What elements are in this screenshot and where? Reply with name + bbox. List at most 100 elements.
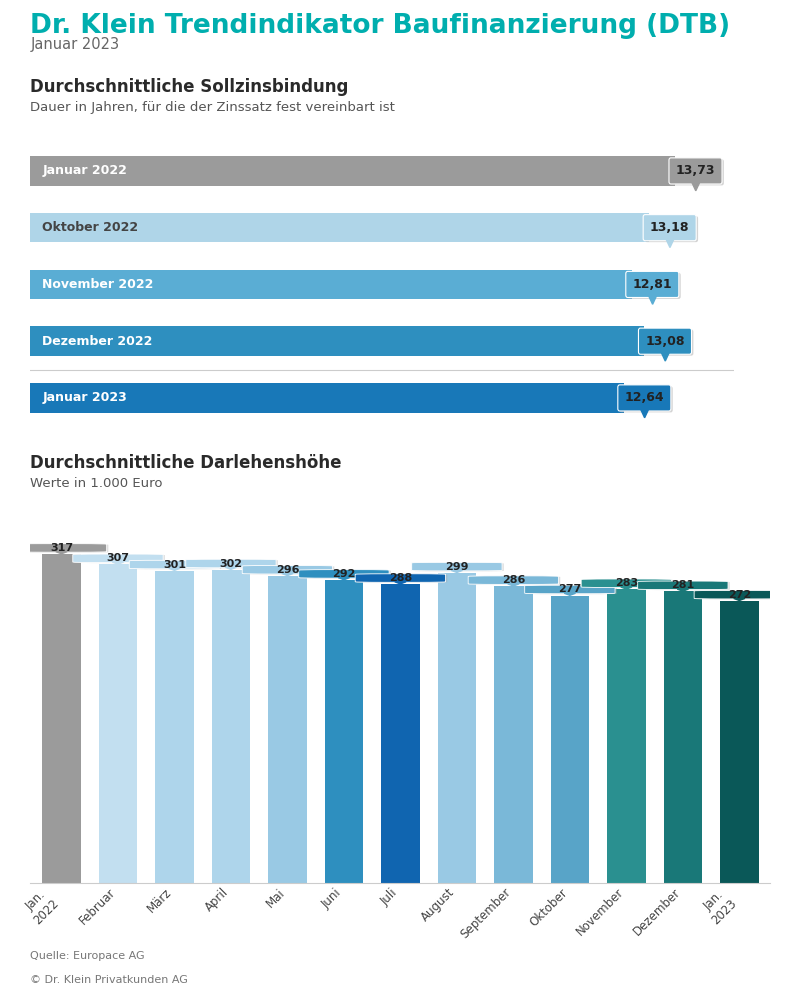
FancyBboxPatch shape [525,585,615,594]
Text: 307: 307 [106,553,130,563]
Text: Januar 2022: Januar 2022 [42,165,127,178]
Bar [550,596,589,883]
Bar [381,584,420,883]
Polygon shape [451,571,462,573]
FancyBboxPatch shape [412,562,502,571]
FancyBboxPatch shape [639,582,730,590]
Text: 288: 288 [389,573,412,583]
Text: Quelle: Europace AG: Quelle: Europace AG [30,951,145,961]
Text: Dauer in Jahren, für die der Zinssatz fest vereinbart ist: Dauer in Jahren, für die der Zinssatz fe… [30,101,395,114]
FancyBboxPatch shape [414,563,504,572]
FancyBboxPatch shape [638,581,728,590]
Bar [494,586,533,883]
Polygon shape [56,552,67,554]
FancyBboxPatch shape [669,158,722,184]
Polygon shape [648,295,657,304]
FancyBboxPatch shape [187,560,278,568]
Text: Durchschnittliche Darlehenshöhe: Durchschnittliche Darlehenshöhe [30,454,342,472]
FancyBboxPatch shape [696,591,786,600]
Text: 13,08: 13,08 [646,334,685,347]
FancyBboxPatch shape [73,554,163,563]
FancyBboxPatch shape [645,216,698,243]
Text: 13,18: 13,18 [650,222,690,235]
Text: 12,81: 12,81 [633,277,672,291]
Bar [212,570,250,883]
Text: 286: 286 [502,575,525,585]
Polygon shape [734,599,745,601]
FancyBboxPatch shape [671,160,724,186]
Text: Dezember 2022: Dezember 2022 [42,334,153,347]
Polygon shape [394,582,406,584]
Bar [268,576,306,883]
Bar [438,573,476,883]
FancyBboxPatch shape [626,271,679,297]
FancyBboxPatch shape [357,574,447,583]
Polygon shape [661,352,670,361]
Text: 299: 299 [445,562,469,572]
FancyBboxPatch shape [643,215,696,241]
FancyBboxPatch shape [18,544,108,553]
FancyBboxPatch shape [618,385,671,411]
FancyBboxPatch shape [694,591,785,599]
Bar [720,601,758,883]
Bar [607,590,646,883]
Text: 277: 277 [558,585,582,595]
Polygon shape [282,574,293,576]
Bar [30,326,644,356]
Text: Oktober 2022: Oktober 2022 [42,222,138,235]
FancyBboxPatch shape [526,586,617,594]
Text: 302: 302 [219,559,242,569]
Text: November 2022: November 2022 [42,277,154,291]
FancyBboxPatch shape [298,570,389,578]
Bar [325,580,363,883]
FancyBboxPatch shape [468,576,558,585]
Polygon shape [338,578,350,580]
FancyBboxPatch shape [581,579,671,588]
FancyBboxPatch shape [620,386,673,412]
FancyBboxPatch shape [74,555,165,563]
Bar [42,554,81,883]
Bar [30,213,649,243]
Bar [664,592,702,883]
Text: Werte in 1.000 Euro: Werte in 1.000 Euro [30,477,163,490]
FancyBboxPatch shape [470,577,560,585]
FancyBboxPatch shape [640,329,694,355]
Bar [30,269,632,299]
FancyBboxPatch shape [583,580,674,588]
FancyBboxPatch shape [130,560,220,569]
Polygon shape [508,584,519,586]
Polygon shape [112,562,124,564]
Polygon shape [226,567,237,569]
FancyBboxPatch shape [131,561,222,569]
Text: 13,73: 13,73 [676,165,715,178]
FancyBboxPatch shape [638,328,691,354]
Bar [30,383,624,413]
Text: Januar 2023: Januar 2023 [42,391,127,404]
Text: 12,64: 12,64 [625,391,664,404]
FancyBboxPatch shape [186,559,276,568]
Bar [155,571,194,883]
Text: 272: 272 [728,590,751,600]
FancyBboxPatch shape [355,574,446,582]
Text: Januar 2023: Januar 2023 [30,37,119,52]
Polygon shape [640,409,649,418]
Polygon shape [621,587,632,589]
Polygon shape [677,589,689,591]
Polygon shape [691,182,700,191]
Text: 283: 283 [614,578,638,588]
FancyBboxPatch shape [242,566,333,574]
Text: Durchschnittliche Sollzinsbindung: Durchschnittliche Sollzinsbindung [30,78,349,96]
Text: © Dr. Klein Privatkunden AG: © Dr. Klein Privatkunden AG [30,975,188,985]
FancyBboxPatch shape [244,566,334,575]
Text: Dr. Klein Trendindikator Baufinanzierung (DTB): Dr. Klein Trendindikator Baufinanzierung… [30,13,730,39]
Text: 301: 301 [163,560,186,570]
FancyBboxPatch shape [16,544,106,552]
Text: 292: 292 [332,569,355,579]
Bar [98,565,137,883]
Polygon shape [169,568,180,571]
Text: 296: 296 [276,565,299,575]
Bar [30,156,674,186]
FancyBboxPatch shape [301,570,390,579]
Polygon shape [564,593,575,596]
Text: 281: 281 [671,580,694,591]
